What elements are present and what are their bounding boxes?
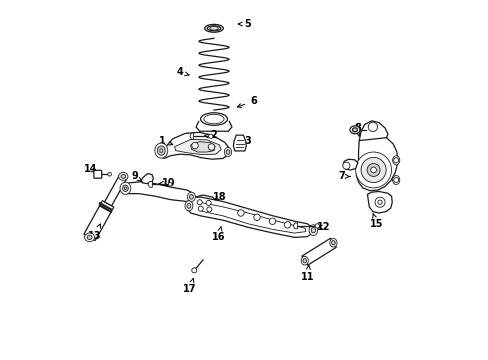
Circle shape — [393, 177, 398, 183]
Circle shape — [206, 201, 211, 206]
Ellipse shape — [87, 235, 92, 239]
Text: 3: 3 — [242, 136, 251, 145]
Text: 1: 1 — [158, 136, 172, 145]
Ellipse shape — [226, 150, 229, 154]
Text: 9: 9 — [131, 171, 142, 181]
Ellipse shape — [303, 258, 306, 263]
Ellipse shape — [84, 233, 94, 242]
Circle shape — [367, 122, 377, 132]
Polygon shape — [301, 238, 336, 265]
Ellipse shape — [392, 176, 399, 184]
Text: 12: 12 — [316, 222, 329, 232]
Text: 8: 8 — [353, 123, 360, 136]
Polygon shape — [148, 181, 152, 187]
Ellipse shape — [329, 238, 336, 247]
Circle shape — [370, 167, 376, 173]
Circle shape — [342, 162, 349, 169]
Ellipse shape — [124, 187, 126, 189]
Ellipse shape — [200, 113, 227, 125]
Text: 13: 13 — [88, 224, 101, 240]
Polygon shape — [367, 192, 391, 213]
Ellipse shape — [224, 147, 231, 157]
Ellipse shape — [207, 26, 221, 31]
Ellipse shape — [184, 201, 192, 211]
Text: 15: 15 — [369, 213, 383, 229]
Circle shape — [360, 157, 386, 183]
Text: 7: 7 — [337, 171, 349, 181]
Polygon shape — [141, 174, 153, 184]
Circle shape — [237, 210, 244, 216]
Circle shape — [197, 200, 202, 205]
Polygon shape — [343, 159, 357, 170]
Ellipse shape — [157, 146, 165, 155]
Ellipse shape — [204, 24, 223, 32]
Circle shape — [355, 152, 391, 188]
Circle shape — [108, 172, 111, 176]
Polygon shape — [84, 201, 114, 240]
Circle shape — [284, 222, 290, 228]
Circle shape — [191, 268, 196, 273]
Circle shape — [393, 158, 398, 163]
Ellipse shape — [349, 126, 359, 134]
Polygon shape — [122, 182, 193, 202]
Text: 11: 11 — [300, 265, 313, 282]
Circle shape — [191, 142, 198, 149]
Ellipse shape — [203, 114, 224, 124]
Ellipse shape — [308, 225, 317, 235]
Circle shape — [206, 207, 211, 212]
Ellipse shape — [301, 256, 308, 265]
Polygon shape — [162, 132, 229, 159]
Text: 18: 18 — [212, 192, 226, 202]
Ellipse shape — [119, 172, 128, 180]
Text: 10: 10 — [159, 178, 175, 188]
Polygon shape — [233, 135, 246, 151]
Text: 17: 17 — [183, 279, 196, 294]
Text: 2: 2 — [204, 130, 217, 140]
Ellipse shape — [187, 192, 195, 202]
Text: 5: 5 — [238, 19, 251, 29]
Circle shape — [198, 206, 203, 211]
Circle shape — [269, 218, 275, 225]
Ellipse shape — [160, 149, 163, 152]
Polygon shape — [187, 197, 312, 237]
Circle shape — [374, 197, 384, 207]
Polygon shape — [190, 133, 193, 139]
Ellipse shape — [189, 194, 193, 199]
Polygon shape — [191, 195, 215, 214]
Polygon shape — [104, 175, 126, 206]
Circle shape — [366, 163, 379, 176]
Text: 6: 6 — [237, 96, 256, 107]
Ellipse shape — [352, 128, 357, 132]
Ellipse shape — [331, 240, 335, 245]
Text: 4: 4 — [176, 67, 189, 77]
Circle shape — [208, 144, 214, 150]
Circle shape — [314, 224, 319, 228]
FancyBboxPatch shape — [94, 170, 102, 178]
Circle shape — [377, 200, 382, 204]
Ellipse shape — [121, 175, 125, 179]
Ellipse shape — [120, 182, 131, 194]
Ellipse shape — [310, 228, 315, 233]
Polygon shape — [190, 141, 215, 152]
Polygon shape — [359, 121, 387, 140]
Polygon shape — [174, 139, 221, 154]
Ellipse shape — [186, 203, 190, 208]
Polygon shape — [356, 132, 397, 191]
Circle shape — [253, 214, 260, 221]
Ellipse shape — [209, 27, 218, 30]
Text: 16: 16 — [211, 226, 225, 242]
Text: 14: 14 — [84, 164, 98, 174]
Circle shape — [208, 134, 212, 138]
Ellipse shape — [155, 143, 167, 158]
Ellipse shape — [392, 156, 399, 165]
Ellipse shape — [122, 185, 128, 192]
Circle shape — [168, 183, 172, 186]
Polygon shape — [293, 223, 297, 229]
